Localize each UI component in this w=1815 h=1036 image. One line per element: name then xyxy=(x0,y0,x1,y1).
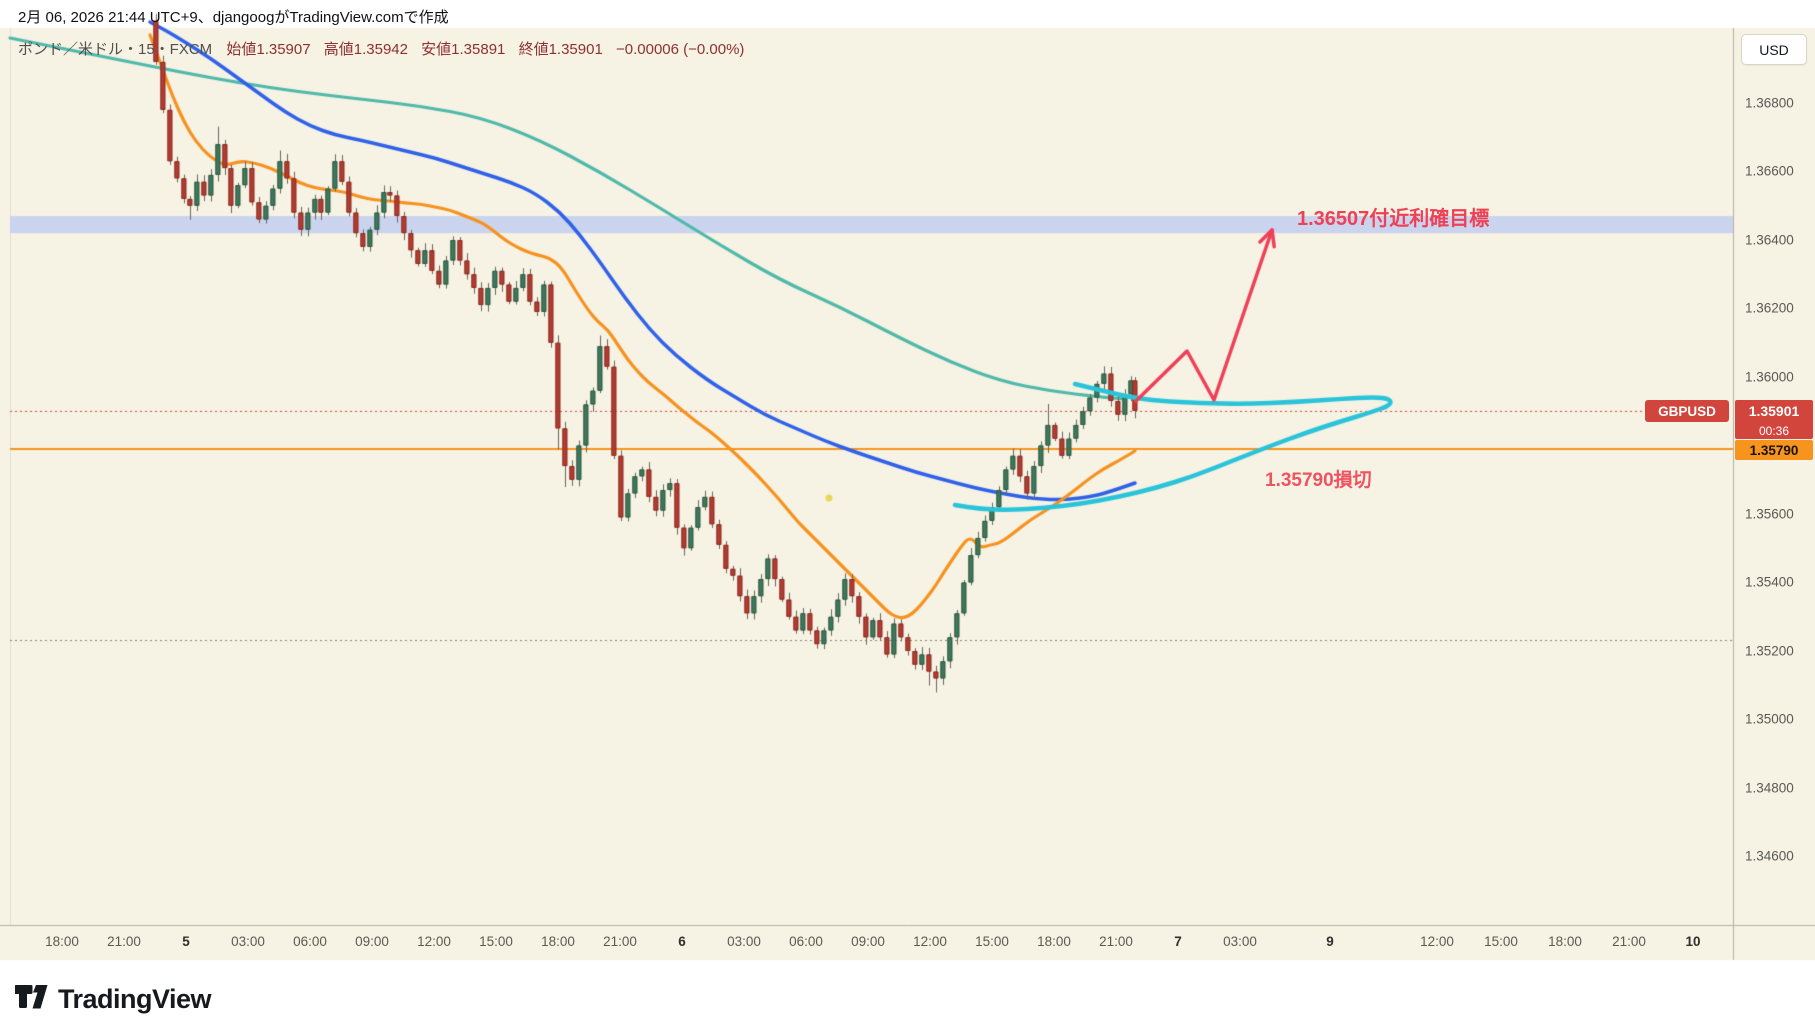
time-tick-label: 15:00 xyxy=(975,934,1009,949)
symbol-title[interactable]: ポンド／米ドル・15・FXCM xyxy=(18,41,213,58)
stop-loss-annotation[interactable]: 1.35790損切 xyxy=(1265,470,1372,491)
time-tick-label: 03:00 xyxy=(231,934,265,949)
time-tick-label: 21:00 xyxy=(1099,934,1133,949)
price-tick-label: 1.35400 xyxy=(1745,574,1794,590)
time-tick-label: 6 xyxy=(678,934,686,949)
time-tick-label: 03:00 xyxy=(727,934,761,949)
time-tick-label: 21:00 xyxy=(1612,934,1646,949)
time-tick-label: 15:00 xyxy=(479,934,513,949)
time-tick-label: 10 xyxy=(1685,934,1701,949)
legend-close: 終値1.35901 xyxy=(518,41,603,58)
time-tick-label: 9 xyxy=(1326,934,1334,949)
tradingview-logo-text: TradingView xyxy=(58,984,212,1014)
symbol-price-pill: GBPUSD xyxy=(1645,400,1729,422)
time-tick-label: 06:00 xyxy=(293,934,327,949)
price-tick-label: 1.35000 xyxy=(1745,711,1794,727)
time-tick-label: 12:00 xyxy=(1420,934,1454,949)
last-price-badge: 1.35901 xyxy=(1735,400,1813,422)
time-tick-label: 09:00 xyxy=(851,934,885,949)
price-tick-label: 1.35200 xyxy=(1745,643,1794,659)
price-tick-label: 1.35600 xyxy=(1745,506,1794,522)
time-tick-label: 03:00 xyxy=(1223,934,1257,949)
legend-high: 高値1.35942 xyxy=(323,41,408,58)
time-tick-label: 18:00 xyxy=(541,934,575,949)
legend-low: 安値1.35891 xyxy=(421,41,506,58)
price-tick-label: 1.34600 xyxy=(1745,848,1794,864)
time-tick-label: 5 xyxy=(182,934,190,949)
time-tick-label: 12:00 xyxy=(913,934,947,949)
snapshot-attribution: 2月 06, 2026 21:44 UTC+9、djangoogがTrading… xyxy=(18,9,449,26)
bar-countdown-badge: 00:36 xyxy=(1735,422,1813,439)
legend-open: 始値1.35907 xyxy=(226,41,311,58)
tradingview-logo[interactable]: TradingView xyxy=(14,984,212,1015)
time-tick-label: 21:00 xyxy=(107,934,141,949)
price-tick-label: 1.34800 xyxy=(1745,780,1794,796)
price-tick-label: 1.36800 xyxy=(1745,95,1794,111)
price-tick-label: 1.36400 xyxy=(1745,232,1794,248)
time-tick-label: 12:00 xyxy=(417,934,451,949)
take-profit-annotation[interactable]: 1.36507付近利確目標 xyxy=(1297,208,1490,230)
stop-price-badge: 1.35790 xyxy=(1735,440,1813,460)
time-tick-label: 18:00 xyxy=(45,934,79,949)
legend-change: −0.00006 (−0.00%) xyxy=(615,41,745,58)
time-tick-label: 7 xyxy=(1174,934,1182,949)
price-tick-label: 1.36000 xyxy=(1745,369,1794,385)
time-tick-label: 21:00 xyxy=(603,934,637,949)
price-tick-label: 1.36600 xyxy=(1745,163,1794,179)
time-tick-label: 18:00 xyxy=(1548,934,1582,949)
price-tick-label: 1.36200 xyxy=(1745,300,1794,316)
tradingview-logo-icon xyxy=(14,984,49,1015)
time-tick-label: 15:00 xyxy=(1484,934,1518,949)
time-tick-label: 18:00 xyxy=(1037,934,1071,949)
time-tick-label: 06:00 xyxy=(789,934,823,949)
currency-usd-button[interactable]: USD xyxy=(1741,34,1807,65)
time-tick-label: 09:00 xyxy=(355,934,389,949)
chart-legend: ポンド／米ドル・15・FXCM 始値1.35907 高値1.35942 安値1.… xyxy=(18,38,753,59)
